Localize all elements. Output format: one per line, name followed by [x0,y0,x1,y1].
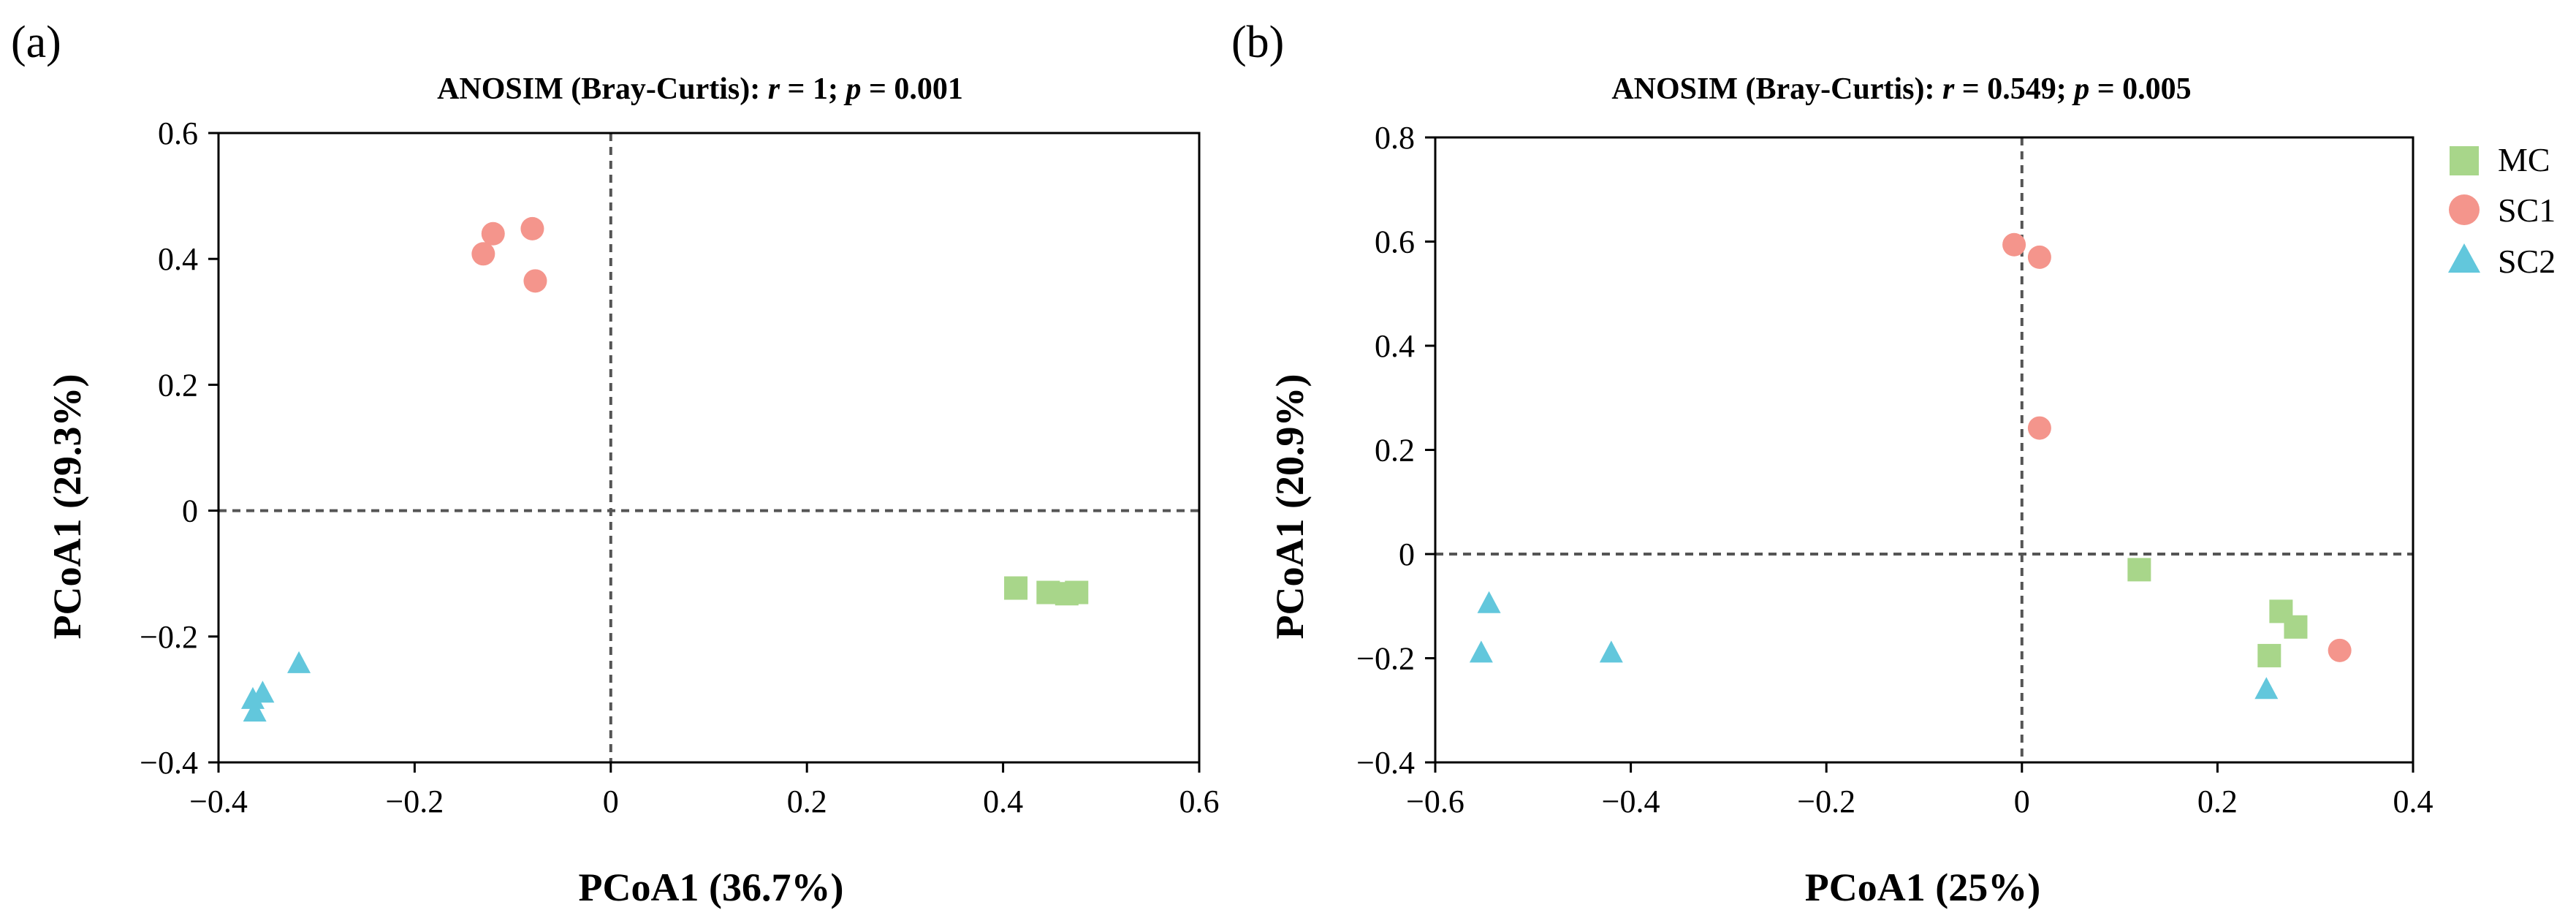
x-tick-label-a: 0.4 [983,784,1023,819]
x-tick-label-b: −0.2 [1797,784,1855,819]
point-mc-a [1004,576,1028,600]
point-sc1-b [2027,416,2051,440]
x-tick-label-b: 0 [2014,784,2030,819]
point-mc-a [1065,580,1089,604]
point-sc1-a [481,221,505,246]
x-tick-label-b: −0.6 [1406,784,1464,819]
legend: MC SC1 SC2 [2448,141,2556,280]
legend-marker-sc2 [2448,243,2480,273]
point-sc2-a [287,651,311,673]
point-mc-b [2284,615,2308,639]
x-tick-label-a: 0.6 [1179,784,1220,819]
y-tick-label-b: −0.2 [1356,641,1415,677]
plot-frame-b [1434,136,2414,764]
point-sc2-a [240,686,265,709]
point-sc2-b [1469,640,1493,663]
x-axis-label-a: PCoA1 (36.7%) [579,865,844,909]
point-sc1-b [2002,232,2026,257]
plot-frame-a [217,132,1201,764]
legend-label-sc2: SC2 [2498,243,2556,280]
y-tick-label-a: −0.4 [140,745,198,781]
point-sc2-b [1599,640,1623,663]
point-sc1-a [471,242,495,266]
x-tick-label-b: −0.4 [1602,784,1660,819]
y-tick-label-b: 0.4 [1375,328,1415,364]
point-mc-b [2127,558,2151,582]
x-tick-label-b: 0.2 [2197,784,2238,819]
point-sc2-b [1477,591,1501,613]
point-sc1-b [2027,245,2051,269]
point-sc2-a [243,700,267,722]
x-tick-label-a: −0.4 [189,784,248,819]
plot-area-b: −0.6 −0.4 −0.2 0 0.2 0.4−0.4−0.200.20.40.60.8 [1356,120,2433,819]
legend-marker-sc1 [2449,194,2480,225]
point-sc1-a [523,269,547,293]
x-tick-label-a: −0.2 [385,784,444,819]
y-tick-label-a: 0.4 [158,241,198,277]
point-mc-b [2257,643,2281,667]
y-tick-label-b: 0.6 [1375,224,1415,260]
x-axis-label-b: PCoA1 (25%) [1805,865,2040,909]
y-axis-label-b: PCoA1 (20.9%) [1268,374,1312,640]
y-tick-label-b: −0.4 [1356,745,1415,781]
legend-label-sc1: SC1 [2498,192,2556,229]
x-tick-label-a: 0.2 [787,784,827,819]
panel-label-b: (b) [1231,18,1284,67]
y-tick-label-b: 0 [1399,537,1415,572]
point-sc1-b [2328,638,2352,662]
y-tick-label-a: 0.6 [158,115,198,151]
panel-label-a: (a) [11,18,61,67]
y-axis-label-a: PCoA1 (29.3%) [45,374,89,640]
panel-b: (b) ANOSIM (Bray-Curtis): r = 0.549; p =… [1231,18,2433,909]
y-tick-label-a: 0.2 [158,367,198,403]
legend-label-mc: MC [2498,141,2550,178]
chart-title-b: ANOSIM (Bray-Curtis): r = 0.549; p = 0.0… [1611,72,2191,106]
point-sc1-a [520,216,544,240]
y-tick-label-a: −0.2 [140,619,198,655]
chart-title-a: ANOSIM (Bray-Curtis): r = 1; p = 0.001 [437,72,963,106]
y-tick-label-b: 0.2 [1375,433,1415,469]
x-tick-label-b: 0.4 [2393,784,2433,819]
panel-a: (a) ANOSIM (Bray-Curtis): r = 1; p = 0.0… [11,18,1220,909]
point-sc2-b [2254,677,2279,700]
legend-marker-mc [2450,146,2479,175]
plot-area-a: −0.4 −0.2 0 0.2 0.4 0.6 −0.4 −0.2 0 0.2 0.4 0.6 [140,115,1219,819]
y-tick-label-a: 0 [182,493,198,529]
y-tick-label-b: 0.8 [1375,120,1415,156]
x-tick-label-a: 0 [603,784,619,819]
